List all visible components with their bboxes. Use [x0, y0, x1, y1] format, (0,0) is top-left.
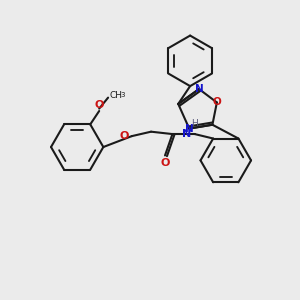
Text: CH: CH — [110, 91, 123, 100]
Text: O: O — [212, 98, 221, 107]
Text: N: N — [185, 124, 194, 134]
Text: O: O — [160, 158, 170, 168]
Text: O: O — [94, 100, 104, 110]
Text: 3: 3 — [120, 92, 125, 98]
Text: N: N — [195, 84, 203, 94]
Text: H: H — [191, 118, 197, 127]
Text: N: N — [182, 129, 191, 139]
Text: O: O — [120, 131, 129, 141]
